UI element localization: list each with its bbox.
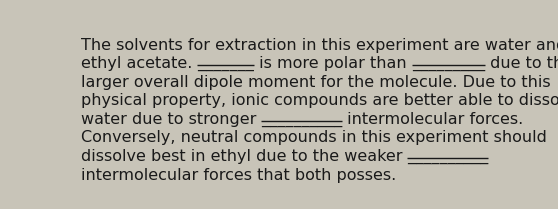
- Text: __________: __________: [407, 149, 488, 164]
- Text: intermolecular forces that both posses.: intermolecular forces that both posses.: [80, 167, 396, 182]
- Text: is more polar than: is more polar than: [254, 56, 412, 71]
- Text: The solvents for extraction in this experiment are water and: The solvents for extraction in this expe…: [80, 38, 558, 53]
- Text: due to the: due to the: [485, 56, 558, 71]
- Text: ethyl acetate.: ethyl acetate.: [80, 56, 197, 71]
- Text: Conversely, neutral compounds in this experiment should: Conversely, neutral compounds in this ex…: [80, 130, 546, 145]
- Text: intermolecular forces.: intermolecular forces.: [342, 112, 523, 127]
- Text: larger overall dipole moment for the molecule. Due to this: larger overall dipole moment for the mol…: [80, 75, 550, 90]
- Text: _______: _______: [197, 56, 254, 71]
- Text: dissolve best in ethyl due to the weaker: dissolve best in ethyl due to the weaker: [80, 149, 407, 164]
- Text: physical property, ionic compounds are better able to dissolve in: physical property, ionic compounds are b…: [80, 93, 558, 108]
- Text: __________: __________: [261, 112, 342, 127]
- Text: _________: _________: [412, 56, 485, 71]
- Text: water due to stronger: water due to stronger: [80, 112, 261, 127]
